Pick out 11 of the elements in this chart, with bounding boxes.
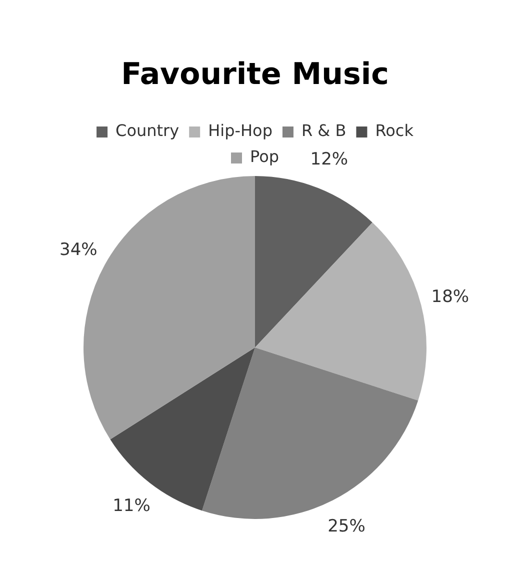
data-label: 12% xyxy=(310,150,348,170)
legend-label: Country xyxy=(116,121,180,140)
legend-label: Rock xyxy=(375,121,414,140)
legend-label: Hip-Hop xyxy=(208,121,272,140)
chart-title: Favourite Music xyxy=(121,56,389,92)
data-label: 18% xyxy=(431,286,470,307)
data-label: 11% xyxy=(112,496,150,516)
data-label: 25% xyxy=(328,516,366,536)
data-label: 34% xyxy=(60,240,98,260)
legend-label: R & B xyxy=(301,121,346,140)
legend-label: Pop xyxy=(250,147,280,166)
